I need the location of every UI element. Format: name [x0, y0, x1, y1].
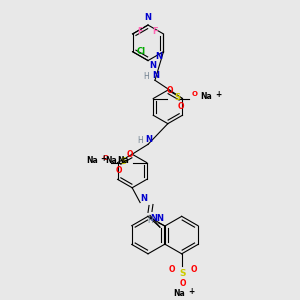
Text: +: + [100, 154, 106, 163]
Text: S: S [120, 157, 126, 166]
Text: +: + [188, 287, 195, 296]
Text: S: S [174, 93, 180, 102]
Text: N: N [149, 61, 157, 70]
Text: Na: Na [117, 156, 129, 165]
Text: F: F [138, 28, 143, 37]
Text: H: H [148, 216, 153, 225]
Text: N: N [145, 13, 152, 22]
Text: N: N [151, 214, 158, 223]
Text: N: N [156, 214, 163, 223]
Text: O: O [190, 265, 197, 274]
Text: Cl: Cl [137, 47, 146, 56]
Text: H: H [143, 72, 149, 81]
Text: O: O [116, 166, 122, 175]
Text: N: N [141, 194, 148, 203]
Text: N: N [146, 135, 152, 144]
Text: N: N [155, 52, 162, 61]
Text: O: O [179, 279, 186, 288]
Text: O: O [127, 150, 133, 159]
Text: O: O [192, 91, 198, 97]
Text: Na: Na [173, 289, 184, 298]
Text: O: O [169, 265, 175, 274]
Text: H: H [137, 136, 143, 145]
Text: O: O [178, 102, 184, 111]
Text: O: O [102, 155, 108, 161]
Text: Na: Na [200, 92, 212, 101]
Text: +: + [215, 90, 222, 99]
Text: O: O [167, 86, 173, 95]
Text: F: F [153, 28, 158, 37]
Text: Na: Na [105, 156, 117, 165]
Text: N: N [152, 71, 159, 80]
Text: S: S [179, 269, 186, 278]
Text: Na: Na [86, 156, 98, 165]
